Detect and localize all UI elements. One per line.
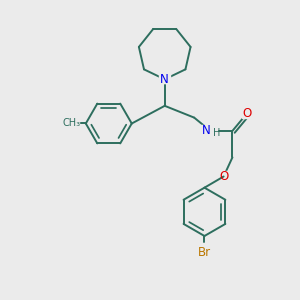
- Bar: [199, 125, 221, 137]
- Text: O: O: [242, 107, 252, 120]
- Text: CH₃: CH₃: [62, 118, 80, 128]
- Bar: [218, 171, 229, 182]
- Bar: [63, 118, 79, 129]
- Text: Br: Br: [198, 246, 211, 259]
- Text: H: H: [213, 128, 220, 138]
- Text: O: O: [219, 170, 228, 183]
- Bar: [159, 74, 170, 85]
- Text: N: N: [160, 73, 169, 86]
- Bar: [196, 244, 213, 255]
- Text: N: N: [202, 124, 210, 137]
- Bar: [242, 108, 253, 119]
